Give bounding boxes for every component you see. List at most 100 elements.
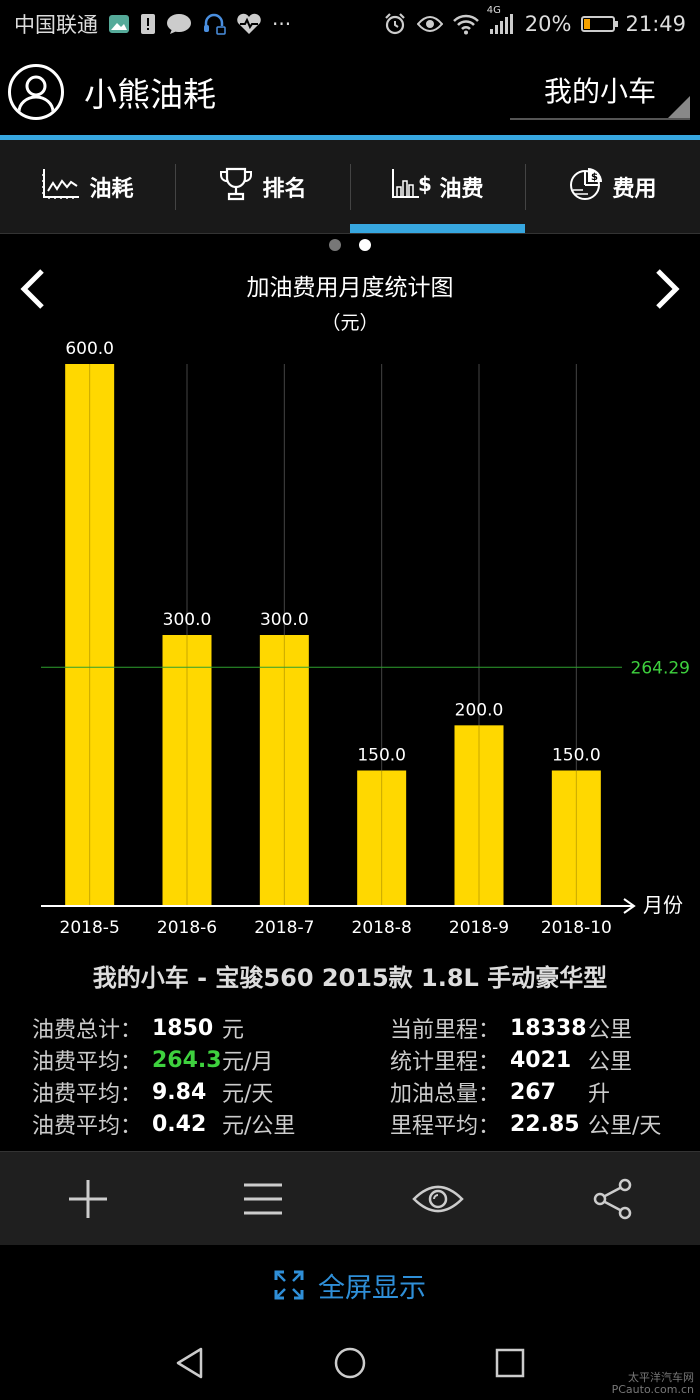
fullscreen-label: 全屏显示 bbox=[318, 1272, 426, 1304]
pager-dot[interactable] bbox=[329, 239, 341, 251]
stat-row: 油费平均： 9.84 元/天 bbox=[32, 1076, 332, 1108]
heart-rate-icon bbox=[236, 13, 262, 35]
home-icon[interactable] bbox=[333, 1346, 367, 1380]
stat-unit: 元/月 bbox=[222, 1050, 274, 1075]
stat-label: 油费总计： bbox=[32, 1018, 143, 1043]
chevron-left-icon bbox=[20, 269, 44, 309]
svg-text:$: $ bbox=[591, 172, 598, 183]
headset-icon bbox=[202, 12, 226, 36]
stat-row: 油费总计： 1850 元 bbox=[32, 1012, 332, 1044]
bar-value-label: 150.0 bbox=[552, 746, 601, 766]
wifi-icon bbox=[452, 13, 479, 35]
average-label: 264.29 bbox=[631, 658, 690, 678]
carrier-label: 中国联通 bbox=[14, 13, 98, 37]
stat-label: 统计里程： bbox=[390, 1050, 501, 1075]
system-nav-bar bbox=[0, 1325, 700, 1400]
battery-percent: 20% bbox=[524, 12, 572, 36]
pager-dot-active[interactable] bbox=[359, 239, 371, 251]
chart-unit: （元） bbox=[321, 312, 379, 334]
sim-alert-icon bbox=[140, 13, 156, 35]
stat-label: 油费平均： bbox=[32, 1114, 143, 1139]
stat-unit: 元/公里 bbox=[222, 1114, 296, 1139]
photo-icon bbox=[108, 14, 130, 34]
car-selector-dropdown[interactable]: 我的小车 bbox=[510, 62, 690, 120]
watermark: 太平洋汽车网 PCauto.com.cn bbox=[612, 1372, 694, 1396]
fuel-cost-bar-chart: 600.0 2018-5 300.0 2018-6 300.0 2018-7 150.0 20… bbox=[41, 339, 690, 938]
stat-value: 1850 bbox=[152, 1015, 214, 1041]
stat-value: 267 bbox=[510, 1079, 556, 1105]
bar-value-label: 600.0 bbox=[65, 339, 114, 359]
stat-row: 当前里程： 18338 公里 bbox=[390, 1012, 690, 1044]
eye-icon bbox=[411, 1185, 464, 1212]
stat-value: 0.42 bbox=[152, 1111, 207, 1137]
x-tick-label: 2018-9 bbox=[449, 918, 509, 938]
user-avatar-icon[interactable] bbox=[8, 64, 64, 120]
chart-title: 加油费用月度统计图 bbox=[246, 275, 454, 301]
bar-money-icon: $ bbox=[391, 167, 432, 207]
stat-unit: 升 bbox=[588, 1082, 611, 1107]
app-title: 小熊油耗 bbox=[84, 75, 216, 114]
watermark-line2: PCauto.com.cn bbox=[611, 1383, 694, 1396]
bar-value-label: 150.0 bbox=[357, 746, 406, 766]
next-chart-button[interactable] bbox=[646, 265, 686, 313]
tab-label: 油耗 bbox=[89, 176, 134, 202]
menu-icon bbox=[243, 1183, 282, 1214]
tab-label: 油费 bbox=[439, 176, 484, 202]
stat-label: 当前里程： bbox=[390, 1018, 501, 1043]
recents-icon[interactable] bbox=[493, 1346, 527, 1380]
pager-dots bbox=[0, 236, 700, 256]
x-tick-label: 2018-5 bbox=[60, 918, 120, 938]
back-icon[interactable] bbox=[173, 1346, 207, 1380]
car-selector-label: 我的小车 bbox=[543, 75, 656, 108]
chat-icon bbox=[166, 13, 192, 35]
tab-label: 排名 bbox=[262, 176, 307, 202]
tab-fuel-consumption[interactable]: 油耗 bbox=[0, 140, 175, 233]
stat-value: 4021 bbox=[510, 1047, 572, 1073]
stat-value: 9.84 bbox=[152, 1079, 207, 1105]
trophy-icon bbox=[218, 166, 254, 208]
more-icon: ··· bbox=[272, 12, 292, 36]
x-tick-label: 2018-10 bbox=[541, 918, 612, 938]
line-chart-icon bbox=[41, 167, 81, 207]
stat-value: 18338 bbox=[510, 1015, 587, 1041]
previous-chart-button[interactable] bbox=[14, 265, 54, 313]
clock: 21:49 bbox=[625, 12, 686, 36]
app-bar-divider bbox=[0, 135, 700, 140]
stat-value: 22.85 bbox=[510, 1111, 580, 1137]
bar-value-label: 300.0 bbox=[260, 610, 309, 630]
view-button[interactable] bbox=[350, 1152, 525, 1245]
bar-value-label: 300.0 bbox=[163, 610, 212, 630]
stat-row: 统计里程： 4021 公里 bbox=[390, 1044, 690, 1076]
stat-label: 油费平均： bbox=[32, 1082, 143, 1107]
add-record-button[interactable] bbox=[0, 1152, 175, 1245]
stat-unit: 公里/天 bbox=[588, 1114, 662, 1139]
tab-ranking[interactable]: 排名 bbox=[175, 140, 350, 233]
svg-text:$: $ bbox=[418, 172, 431, 196]
signal-icon: 4G bbox=[487, 5, 515, 35]
dropdown-corner-icon bbox=[668, 96, 690, 118]
stat-label: 加油总量： bbox=[390, 1082, 501, 1107]
stat-unit: 公里 bbox=[588, 1050, 633, 1075]
network-type: 4G bbox=[486, 5, 501, 16]
x-tick-label: 2018-8 bbox=[352, 918, 412, 938]
stat-row: 里程平均： 22.85 公里/天 bbox=[390, 1108, 690, 1140]
stat-label: 里程平均： bbox=[390, 1114, 501, 1139]
pie-chart-icon: $ bbox=[568, 166, 604, 208]
x-axis-arrow-icon bbox=[623, 898, 636, 914]
expand-icon bbox=[274, 1270, 304, 1300]
plus-icon bbox=[68, 1179, 107, 1218]
status-bar: 中国联通 ··· 4G 20% 21 bbox=[0, 0, 700, 48]
alarm-icon bbox=[383, 12, 407, 36]
x-tick-label: 2018-6 bbox=[157, 918, 217, 938]
bar-value-label: 200.0 bbox=[455, 700, 504, 720]
watermark-line1: 太平洋汽车网 bbox=[628, 1371, 694, 1384]
stat-row: 油费平均： 264.3 元/月 bbox=[32, 1044, 332, 1076]
fullscreen-button[interactable]: 全屏显示 bbox=[0, 1245, 700, 1325]
tab-fuel-cost[interactable]: $ 油费 bbox=[350, 140, 525, 233]
x-tick-label: 2018-7 bbox=[254, 918, 314, 938]
x-axis-label: 月份 bbox=[643, 893, 683, 917]
car-description: 我的小车 - 宝骏560 2015款 1.8L 手动豪华型 bbox=[92, 964, 608, 992]
menu-button[interactable] bbox=[175, 1152, 350, 1245]
share-button[interactable] bbox=[525, 1152, 700, 1245]
tab-expenses[interactable]: $ 费用 bbox=[525, 140, 700, 233]
